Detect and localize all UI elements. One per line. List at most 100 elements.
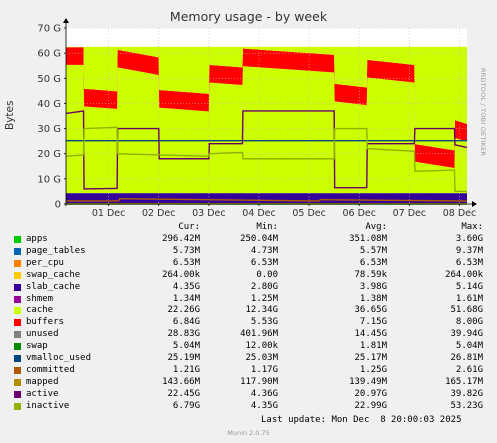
legend-min-apps: 250.04M <box>240 234 278 244</box>
legend-min-shmem: 1.25M <box>250 293 278 304</box>
legend-min-inactive: 4.35G <box>250 400 278 411</box>
legend-min-buffers: 5.53G <box>250 317 278 328</box>
legend-max-shmem: 1.61M <box>455 293 483 304</box>
legend-name-shmem: shmem <box>26 293 54 304</box>
legend-max-slab_cache: 5.14G <box>455 281 483 292</box>
legend-cur-slab_cache: 4.35G <box>172 281 200 292</box>
legend-avg-buffers: 7.15G <box>359 317 387 328</box>
legend-min-per_cpu: 6.53M <box>250 257 278 268</box>
y-axis-arrow <box>63 18 69 23</box>
y-tick-label-7: 70 G <box>37 24 61 35</box>
legend-min-swap: 12.00k <box>245 341 278 352</box>
legend-name-committed: committed <box>26 364 75 375</box>
legend-name-page_tables: page_tables <box>26 245 86 256</box>
legend-max-swap_cache: 264.00k <box>445 269 483 280</box>
legend-cur-committed: 1.21G <box>172 364 200 375</box>
legend-name-unused: unused <box>26 329 59 340</box>
legend-swatch-shmem <box>14 295 21 303</box>
legend-cur-active: 22.45G <box>167 388 200 399</box>
y-tick-label-2: 20 G <box>37 149 61 160</box>
legend-avg-shmem: 1.38M <box>359 293 387 304</box>
legend-name-swap: swap <box>26 341 48 352</box>
legend-avg-committed: 1.25G <box>359 364 387 375</box>
y-tick-label-6: 60 G <box>37 49 61 60</box>
legend-cur-page_tables: 5.73M <box>172 245 200 256</box>
x-tick-label-7: 08 Dec <box>443 208 477 219</box>
x-tick-label-2: 03 Dec <box>192 208 226 219</box>
line-inactive <box>65 126 467 193</box>
legend-cur-vmalloc_used: 25.19M <box>167 353 200 363</box>
legend-swatch-buffers <box>14 319 21 327</box>
y-tick-label-3: 30 G <box>37 124 61 135</box>
legend-cur-buffers: 6.84G <box>172 317 200 328</box>
legend-avg-active: 20.97G <box>354 388 387 399</box>
legend-swatch-mapped <box>14 378 21 386</box>
legend-swatch-apps <box>14 236 21 243</box>
legend-cur-inactive: 6.79G <box>172 400 200 411</box>
legend-header-min: Min: <box>256 222 278 232</box>
y-tick-label-4: 40 G <box>37 99 61 110</box>
legend-cur-unused: 28.83G <box>167 329 200 340</box>
legend-min-unused: 401.96M <box>240 329 278 340</box>
legend-min-active: 4.36G <box>250 388 278 399</box>
legend-name-buffers: buffers <box>26 317 64 328</box>
legend-max-page_tables: 9.37M <box>455 245 483 256</box>
legend-min-page_tables: 4.73M <box>250 245 278 256</box>
y-tick-label-5: 50 G <box>37 74 61 85</box>
legend-avg-mapped: 139.49M <box>349 376 387 387</box>
legend-max-apps: 3.60G <box>455 234 483 244</box>
legend-name-inactive: inactive <box>26 400 70 411</box>
legend-swatch-cache <box>14 307 21 315</box>
area-unused <box>66 46 467 151</box>
legend-max-inactive: 53.23G <box>450 400 483 411</box>
legend-swatch-page_tables <box>14 247 21 255</box>
legend-avg-unused: 14.45G <box>354 329 387 340</box>
legend-max-vmalloc_used: 26.81M <box>450 353 483 363</box>
legend-max-active: 39.82G <box>450 388 483 399</box>
legend-header-cur: Cur: <box>178 222 200 232</box>
legend-name-slab_cache: slab_cache <box>26 281 81 292</box>
legend-avg-per_cpu: 6.53M <box>359 257 387 268</box>
line-committed <box>66 198 468 202</box>
legend-min-vmalloc_used: 25.03M <box>245 353 278 363</box>
x-tick-label-6: 07 Dec <box>393 208 427 219</box>
legend-name-apps: apps <box>26 234 48 244</box>
x-tick-label-1: 02 Dec <box>142 208 176 219</box>
legend-cur-swap_cache: 264.00k <box>162 269 200 280</box>
munin-version: Munin 2.0.75 <box>227 429 270 437</box>
legend-swatch-unused <box>14 331 21 339</box>
legend-cur-per_cpu: 6.53M <box>172 257 200 268</box>
legend-max-unused: 39.94G <box>450 329 483 340</box>
y-tick-label-0: 0 <box>55 200 61 211</box>
legend-max-mapped: 165.17M <box>445 376 483 387</box>
x-tick-label-3: 04 Dec <box>242 208 276 219</box>
legend-cur-swap: 5.04M <box>172 341 200 352</box>
legend-name-swap_cache: swap_cache <box>26 269 81 280</box>
legend-cur-mapped: 143.66M <box>162 376 200 387</box>
legend-avg-swap_cache: 78.59k <box>354 269 387 280</box>
legend-swatch-swap <box>14 343 21 351</box>
legend-max-swap: 5.04M <box>455 341 483 352</box>
legend-max-committed: 2.61G <box>455 364 483 375</box>
x-tick-label-0: 01 Dec <box>92 208 126 219</box>
legend-header-avg: Avg: <box>365 222 387 232</box>
legend-swatch-active <box>14 390 21 398</box>
legend-avg-swap: 1.81M <box>359 341 387 352</box>
legend-avg-page_tables: 5.57M <box>359 245 387 256</box>
x-tick-label-4: 05 Dec <box>292 208 326 219</box>
last-update: Last update: Mon Dec 8 20:00:03 2025 <box>261 415 462 425</box>
legend-avg-cache: 36.65G <box>354 305 387 316</box>
legend-min-slab_cache: 2.80G <box>250 281 278 292</box>
legend-name-per_cpu: per_cpu <box>26 257 64 268</box>
legend-name-vmalloc_used: vmalloc_used <box>26 353 92 363</box>
legend-name-cache: cache <box>26 305 54 316</box>
legend-max-cache: 51.68G <box>450 305 483 316</box>
y-tick-label-1: 10 G <box>37 174 61 185</box>
legend-min-swap_cache: 0.00 <box>256 269 278 280</box>
legend-name-active: active <box>26 388 59 399</box>
legend-avg-slab_cache: 3.98G <box>359 281 387 292</box>
legend-swatch-per_cpu <box>14 259 21 267</box>
legend-max-per_cpu: 6.53M <box>455 257 483 268</box>
line-active <box>65 110 468 190</box>
